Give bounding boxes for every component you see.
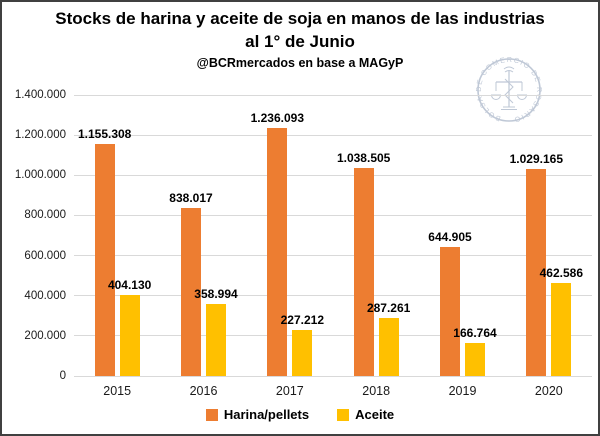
- bar-value-label: 287.261: [366, 301, 411, 316]
- legend-item-harina-pellets: Harina/pellets: [205, 407, 310, 422]
- y-tick-label: 1.000.000: [14, 169, 66, 182]
- y-tick-label: 1.200.000: [14, 129, 66, 142]
- legend-item-aceite: Aceite: [337, 407, 394, 422]
- bar-value-label: 644.905: [428, 229, 472, 244]
- chart-title: Stocks de harina y aceite de soja en man…: [55, 9, 545, 51]
- bar-value-label: 227.212: [280, 313, 325, 328]
- legend: Harina/pellets Aceite: [2, 407, 598, 422]
- bar-value-label: 462.586: [539, 266, 584, 281]
- bar-aceite: [292, 330, 313, 376]
- bar-harina-pellets: [440, 246, 460, 376]
- y-tick-label: 1.400.000: [14, 89, 66, 101]
- bar-harina-pellets: [181, 207, 201, 376]
- x-tick-label: 2019: [448, 384, 477, 398]
- legend-swatch: [337, 408, 350, 421]
- bar-value-label: 1.236.093: [250, 110, 305, 125]
- plot-area: 0 200.000 400.000 600.000 800.000 1.000.000 1.…: [15, 89, 592, 398]
- gridline: [74, 335, 592, 337]
- x-tick-label: 2020: [534, 384, 563, 398]
- x-tick-label: 2015: [103, 384, 132, 398]
- y-tick-label: 0: [59, 370, 66, 382]
- bar-value-label: 404.130: [107, 277, 152, 292]
- gridline: [74, 174, 592, 176]
- bar-value-label: 1.038.505: [336, 150, 391, 165]
- bar-harina-pellets: [94, 144, 115, 376]
- bar-aceite: [119, 294, 140, 376]
- chart-header: Stocks de harina y aceite de soja en man…: [2, 8, 598, 70]
- y-tick-label: 200.000: [24, 329, 66, 342]
- bar-harina-pellets: [353, 167, 374, 376]
- x-tick-label: 2017: [275, 384, 304, 398]
- bar-value-label: 1.155.308: [77, 127, 132, 142]
- y-tick-label: 400.000: [24, 289, 66, 302]
- x-tick-label: 2018: [362, 384, 391, 398]
- bar-aceite: [551, 283, 572, 376]
- bar-value-label: 1.029.165: [509, 152, 564, 167]
- legend-label: Harina/pellets: [223, 407, 310, 422]
- x-tick-label: 2016: [189, 384, 218, 398]
- chart-subtitle: @BCRmercados en base a MAGyP: [196, 55, 404, 70]
- gridline: [74, 375, 592, 377]
- legend-swatch: [205, 408, 218, 421]
- bar-value-label: 838.017: [169, 190, 213, 205]
- bar-value-label: 166.764: [453, 325, 497, 340]
- legend-label: Aceite: [355, 407, 395, 422]
- gridline: [74, 94, 592, 96]
- y-tick-label: 600.000: [24, 249, 66, 262]
- gridline: [74, 255, 592, 257]
- gridline: [74, 295, 592, 297]
- gridline: [74, 214, 592, 216]
- gridline: [74, 134, 592, 136]
- bar-value-label: 358.994: [194, 286, 238, 301]
- bar-aceite: [465, 342, 485, 376]
- bar-aceite: [378, 318, 399, 376]
- bar-harina-pellets: [526, 169, 547, 376]
- bar-aceite: [206, 303, 226, 376]
- bar-harina-pellets: [267, 127, 288, 376]
- y-tick-label: 800.000: [24, 209, 66, 222]
